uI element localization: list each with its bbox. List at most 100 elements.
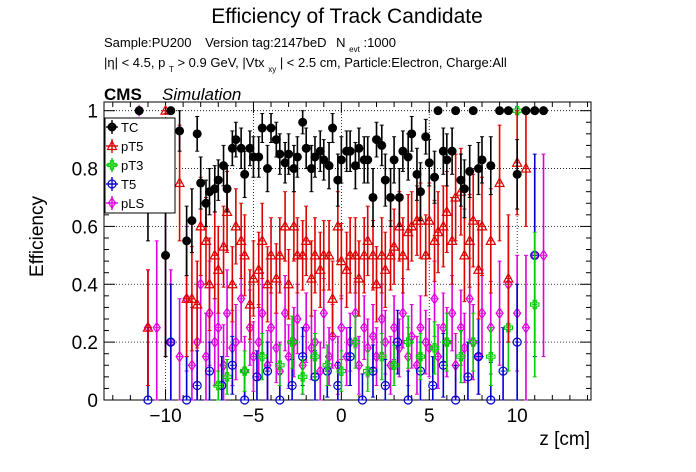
point-marker xyxy=(284,350,293,363)
nevt-value: :1000 xyxy=(363,35,396,50)
point-marker xyxy=(297,372,308,382)
point-marker xyxy=(288,220,300,231)
point-marker xyxy=(210,336,219,349)
version-label: Version tag:2147beD xyxy=(205,35,326,50)
point-marker xyxy=(342,350,351,363)
point-marker xyxy=(398,307,408,320)
point-marker xyxy=(363,155,373,165)
point-marker xyxy=(486,351,496,362)
point-marker xyxy=(430,292,439,305)
point-marker xyxy=(272,341,281,354)
point-marker xyxy=(393,337,403,347)
point-marker xyxy=(257,351,267,362)
point-marker xyxy=(314,263,326,274)
point-marker xyxy=(291,249,303,260)
series-layer xyxy=(134,104,549,405)
point-marker xyxy=(274,249,286,260)
point-marker xyxy=(244,298,256,309)
legend-item-t5: T5 xyxy=(106,177,136,192)
legend-items: TC pT5 pT3 T5 pLS xyxy=(106,120,144,211)
point-marker xyxy=(429,343,440,353)
point-marker xyxy=(316,365,325,378)
point-marker xyxy=(166,106,176,116)
point-marker xyxy=(221,205,233,217)
point-marker xyxy=(468,337,478,347)
point-marker xyxy=(386,192,396,202)
legend-label: pT3 xyxy=(121,158,143,173)
point-marker xyxy=(458,249,470,260)
legend-marker xyxy=(107,196,117,210)
point-marker xyxy=(287,380,297,391)
point-marker xyxy=(265,249,277,260)
point-marker xyxy=(371,277,383,289)
point-marker xyxy=(393,220,405,231)
point-marker xyxy=(503,106,513,116)
point-marker xyxy=(187,216,197,226)
point-marker xyxy=(305,272,317,283)
point-marker xyxy=(253,263,265,274)
point-marker xyxy=(485,234,497,245)
point-marker xyxy=(297,249,309,260)
point-marker xyxy=(368,330,378,343)
legend-item-pls: pLS xyxy=(106,196,144,211)
point-marker xyxy=(420,249,432,260)
point-marker xyxy=(200,234,212,245)
point-marker xyxy=(328,123,338,133)
point-marker xyxy=(270,272,282,283)
point-marker xyxy=(447,307,457,320)
point-marker xyxy=(473,352,484,362)
point-marker xyxy=(421,132,431,142)
point-marker xyxy=(385,249,397,260)
point-marker xyxy=(231,135,241,145)
point-marker xyxy=(186,292,198,303)
point-marker xyxy=(486,161,496,171)
point-marker xyxy=(235,234,247,245)
point-marker xyxy=(187,359,197,372)
y-tick-label: 0.4 xyxy=(72,275,99,296)
x-tick-label: −5 xyxy=(243,406,265,427)
point-marker xyxy=(362,366,373,376)
point-marker xyxy=(214,321,223,334)
point-marker xyxy=(381,336,390,349)
point-marker xyxy=(344,249,356,260)
point-marker xyxy=(350,337,361,347)
point-marker xyxy=(323,249,335,260)
point-marker xyxy=(181,292,193,303)
point-marker xyxy=(293,312,302,326)
cms-label: CMS xyxy=(104,85,142,104)
series-tc xyxy=(134,106,549,358)
legend-label: pLS xyxy=(121,196,144,211)
point-marker xyxy=(437,220,449,231)
point-marker xyxy=(337,321,346,334)
point-marker xyxy=(142,321,154,332)
point-marker xyxy=(256,234,268,245)
point-marker xyxy=(476,220,488,231)
point-marker xyxy=(468,106,478,116)
point-marker xyxy=(262,277,274,289)
legend-label: pT5 xyxy=(121,139,143,154)
legend-label: TC xyxy=(121,120,138,135)
point-marker xyxy=(212,263,224,274)
point-marker xyxy=(512,105,522,116)
sample-label: Sample:PU200 xyxy=(104,35,191,50)
point-marker xyxy=(322,360,333,371)
point-marker xyxy=(239,366,250,376)
point-marker xyxy=(432,225,444,237)
point-marker xyxy=(249,350,258,363)
point-marker xyxy=(222,307,232,320)
point-marker xyxy=(433,106,443,116)
point-marker xyxy=(459,184,469,194)
point-marker xyxy=(301,321,311,334)
point-marker xyxy=(327,292,339,303)
point-marker xyxy=(257,307,267,320)
point-marker xyxy=(174,176,186,188)
point-marker xyxy=(389,155,399,165)
point-marker xyxy=(377,351,387,362)
point-marker xyxy=(201,350,211,363)
point-marker xyxy=(398,146,408,156)
point-marker xyxy=(389,360,399,371)
point-marker xyxy=(372,135,382,145)
point-marker xyxy=(354,359,364,372)
nevt-label: N xyxy=(336,35,345,50)
point-marker xyxy=(495,106,505,116)
